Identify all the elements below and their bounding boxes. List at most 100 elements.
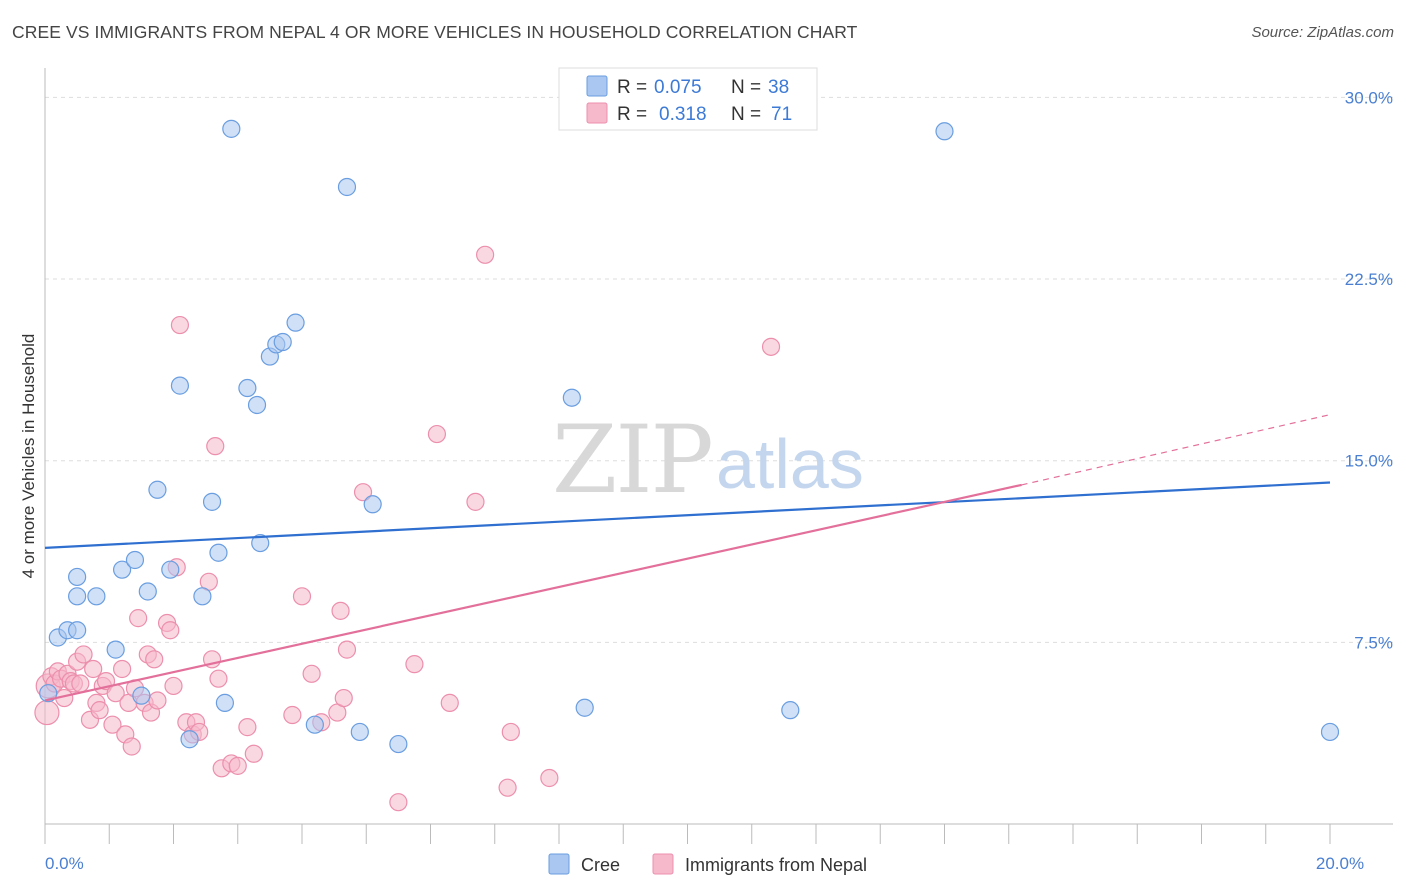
nepal-point-61 [427,424,447,444]
x-tick-label-0: 0.0% [45,854,84,873]
legend-n-label-cree: N = [731,77,761,98]
y-tick-labels: 7.5% 15.0% 22.5% 30.0% [1345,88,1393,652]
cree-point-7 [106,640,125,659]
nepal-point-52 [302,664,321,683]
nepal-point-49 [244,744,263,763]
x-tick-label-1: 20.0% [1316,854,1364,873]
nepal-point-55 [331,601,350,620]
cree-point-29 [337,177,357,197]
nepal-point-48 [238,718,257,737]
nepal-point-47 [228,756,247,775]
bottom-legend-label-nepal: Immigrants from Nepal [685,855,867,875]
nepal-point-36 [170,315,190,335]
x-ticks [44,824,1331,844]
trend-lines [44,414,1331,702]
legend-swatch-nepal [586,102,608,124]
bottom-legend: Cree Immigrants from Nepal [548,853,867,875]
cree-point-5 [68,587,87,606]
y-tick-label-0: 7.5% [1354,633,1393,652]
cree-point-27 [286,313,305,332]
legend-r-label-nepal: R = [617,104,647,125]
nepal-point-64 [476,245,495,264]
cree-point-8 [112,560,132,579]
nepal-point-26 [129,609,148,628]
cree-point-34 [575,698,594,717]
nepal-point-68 [761,337,781,356]
nepal-trend-line [44,483,1022,702]
grid-lines [45,96,1393,643]
cree-point-10 [132,686,151,705]
cree-point-28 [305,715,324,734]
nepal-point-21 [112,659,132,679]
nepal-point-24 [122,737,141,756]
nepal-point-44 [209,669,228,688]
nepal-point-0 [34,699,60,726]
cree-point-37 [1320,722,1340,742]
nepal-point-51 [292,587,312,606]
nepal-point-30 [145,650,164,669]
nepal-point-33 [161,621,180,640]
nepal-point-59 [389,793,408,812]
cree-point-23 [251,533,270,553]
y-axis-label: 4 or more Vehicles in Household [19,334,38,579]
y-tick-label-1: 15.0% [1345,452,1393,471]
nepal-point-65 [498,778,517,797]
cree-point-21 [238,378,257,398]
cree-point-35 [781,701,800,720]
watermark: ZIP atlas [552,406,864,515]
chart-title: CREE VS IMMIGRANTS FROM NEPAL 4 OR MORE … [12,22,858,42]
watermark-atlas: atlas [716,425,864,503]
cree-point-18 [209,543,228,562]
legend-swatch-cree [586,75,608,97]
nepal-point-16 [90,701,109,720]
nepal-point-67 [540,768,559,788]
legend-n-label-nepal: N = [731,104,761,125]
nepal-point-58 [353,483,373,502]
y-tick-label-2: 22.5% [1345,270,1393,289]
nepal-point-11 [71,674,90,693]
cree-point-11 [138,582,157,601]
nepal-point-56 [334,688,353,708]
cree-point-30 [350,722,369,742]
cree-point-33 [562,388,581,407]
legend-r-value-cree: 0.075 [654,77,702,98]
legend-n-value-nepal: 71 [771,104,792,125]
watermark-zip: ZIP [552,406,712,515]
x-tick-labels: 0.0% 20.0% [45,854,1364,873]
cree-point-6 [87,587,106,606]
nepal-point-12 [74,645,93,664]
bottom-legend-swatch-cree [548,853,570,875]
cree-point-32 [389,734,408,754]
y-tick-label-3: 30.0% [1345,88,1393,107]
nepal-point-63 [466,492,485,511]
cree-point-14 [170,376,190,395]
nepal-point-57 [337,640,357,659]
cree-point-19 [215,693,234,712]
nepal-point-50 [283,705,302,725]
cree-point-20 [222,119,241,138]
cree-point-0 [39,684,58,703]
cree-point-9 [125,550,145,570]
cree-points [39,119,1340,754]
nepal-point-14 [84,659,103,679]
legend-r-value-nepal: 0.318 [659,104,707,125]
nepal-point-60 [405,655,424,674]
legend-r-label-cree: R = [617,77,647,98]
cree-point-3 [68,567,87,587]
legend-n-value-cree: 38 [768,77,789,98]
cree-point-15 [180,730,199,749]
cree-point-4 [68,621,87,640]
cree-point-22 [247,395,267,415]
nepal-point-66 [501,722,520,742]
legend: R = 0.075 N = 38 R = 0.318 N = 71 [558,67,818,131]
chart-source: Source: ZipAtlas.com [1251,24,1394,41]
nepal-point-34 [164,676,183,696]
nepal-trend-line-extension [1021,414,1331,486]
nepal-point-19 [103,715,122,734]
cree-point-31 [363,495,382,514]
cree-point-36 [935,122,954,141]
cree-point-12 [148,480,167,499]
bottom-legend-swatch-nepal [652,853,674,875]
nepal-point-43 [206,437,225,456]
